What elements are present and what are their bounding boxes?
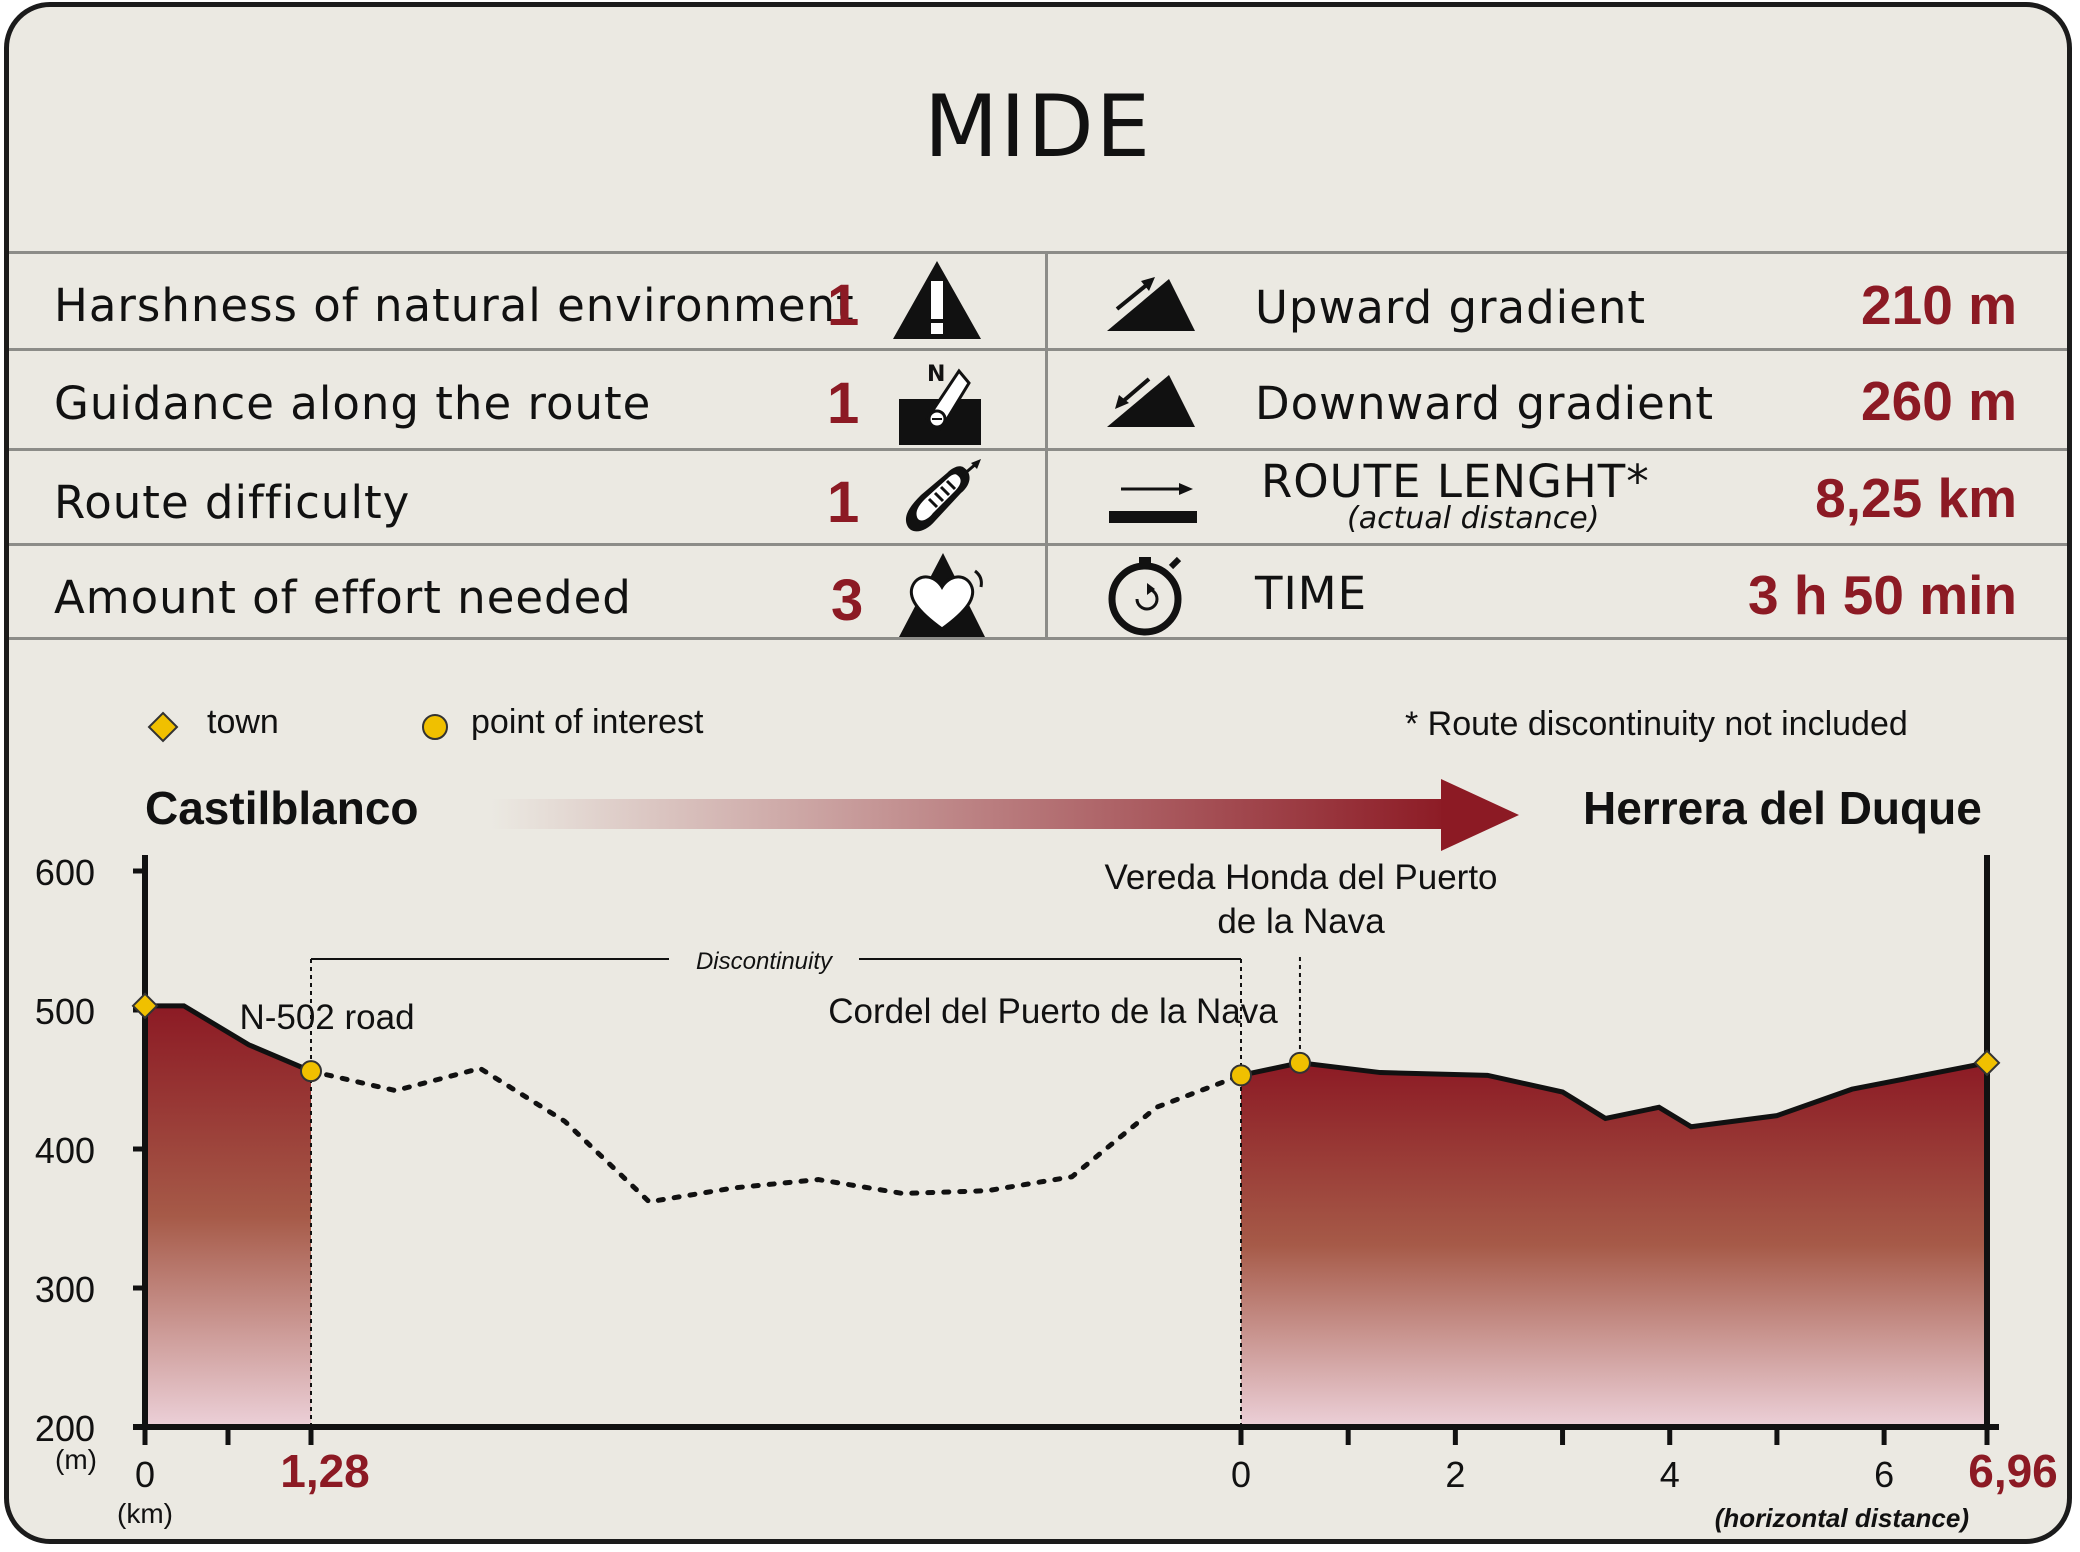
- elevation-line-segment-1: [145, 1003, 312, 1074]
- elevation-area-segment-1: [145, 1005, 311, 1427]
- elevation-area-segment-2: [1241, 1062, 1987, 1427]
- mide-score-difficulty: 1: [827, 470, 860, 535]
- route-length-sublabel: (actual distance): [1347, 501, 1600, 536]
- x-tick-label: 0: [135, 1454, 155, 1495]
- x-end-label-segment-1: 1,28: [280, 1445, 370, 1497]
- upward-gradient-label: Upward gradient: [1255, 281, 1647, 334]
- town-marker: [131, 992, 159, 1020]
- divider: [9, 348, 2067, 351]
- poi-marker-icon: [422, 714, 448, 740]
- y-tick-label: 200: [35, 1408, 95, 1449]
- mide-card: MIDE Harshness of natural environment Gu…: [4, 2, 2072, 1544]
- route-length-value: 8,25 km: [1815, 467, 2017, 529]
- direction-arrow-icon: [491, 779, 1519, 851]
- town-marker-icon: [147, 711, 179, 743]
- poi-label-n502: N-502 road: [239, 998, 414, 1037]
- svg-text:N: N: [927, 362, 945, 387]
- footprint-icon: [905, 459, 981, 532]
- stopwatch-icon: [1108, 556, 1182, 636]
- elevation-line-segment-2: [1240, 1060, 1988, 1130]
- downward-slope-icon: [1107, 375, 1195, 427]
- mide-label-guidance: Guidance along the route: [54, 377, 652, 430]
- time-value: 3 h 50 min: [1748, 564, 2017, 626]
- x-end-label-segment-2: 6,96: [1968, 1445, 2058, 1497]
- legend-poi: point of interest: [471, 703, 704, 741]
- x-axis-unit: (km): [117, 1498, 173, 1529]
- mide-score-guidance: 1: [827, 371, 860, 436]
- x-axis-note: (horizontal distance): [1715, 1503, 1969, 1533]
- x-tick-label: 6: [1874, 1454, 1894, 1495]
- end-town: Herrera del Duque: [1583, 782, 1982, 834]
- x-tick-label: 0: [1231, 1454, 1251, 1495]
- divider: [9, 448, 2067, 451]
- x-tick-label: 2: [1445, 1454, 1465, 1495]
- compass-orientation-icon: N: [899, 362, 981, 445]
- y-tick-label: 400: [35, 1130, 95, 1171]
- divider: [9, 637, 2067, 640]
- divider: [1045, 251, 1048, 638]
- y-tick-label: 600: [35, 852, 95, 893]
- warning-triangle-icon: [893, 261, 981, 339]
- mide-score-harshness: 1: [827, 273, 860, 338]
- legend-town: town: [207, 703, 279, 741]
- mide-label-effort: Amount of effort needed: [54, 571, 632, 624]
- town-marker: [1973, 1049, 2001, 1077]
- downward-gradient-value: 260 m: [1861, 370, 2017, 432]
- page-title: MIDE: [923, 77, 1153, 177]
- poi-marker: [1230, 1064, 1252, 1087]
- discontinuity-note: * Route discontinuity not included: [1405, 705, 1908, 743]
- distance-arrow-icon: [1109, 483, 1197, 523]
- y-tick-label: 300: [35, 1269, 95, 1310]
- poi-label-cordel: Cordel del Puerto de la Nava: [828, 992, 1278, 1031]
- mide-label-harshness: Harshness of natural environment: [54, 279, 855, 332]
- upward-slope-icon: [1107, 277, 1195, 331]
- divider: [9, 251, 2067, 254]
- divider: [9, 543, 2067, 546]
- mide-label-difficulty: Route difficulty: [54, 476, 411, 529]
- poi-marker: [1288, 1051, 1311, 1074]
- heart-mountain-icon: [899, 553, 985, 637]
- poi-marker: [300, 1060, 322, 1083]
- route-length-label: ROUTE LENGHT*: [1261, 455, 1650, 508]
- downward-gradient-label: Downward gradient: [1255, 377, 1715, 430]
- x-tick-label: 4: [1660, 1454, 1680, 1495]
- mide-score-effort: 3: [831, 568, 864, 633]
- poi-label-vereda: de la Nava: [1217, 902, 1385, 941]
- y-tick-label: 500: [35, 991, 95, 1032]
- upward-gradient-value: 210 m: [1861, 274, 2017, 336]
- discontinuity-line: [308, 1065, 1244, 1205]
- discontinuity-label: Discontinuity: [696, 948, 834, 975]
- poi-label-vereda: Vereda Honda del Puerto: [1104, 858, 1497, 897]
- time-label: TIME: [1255, 567, 1368, 620]
- start-town: Castilblanco: [145, 782, 419, 834]
- y-axis-unit: (m): [55, 1444, 97, 1475]
